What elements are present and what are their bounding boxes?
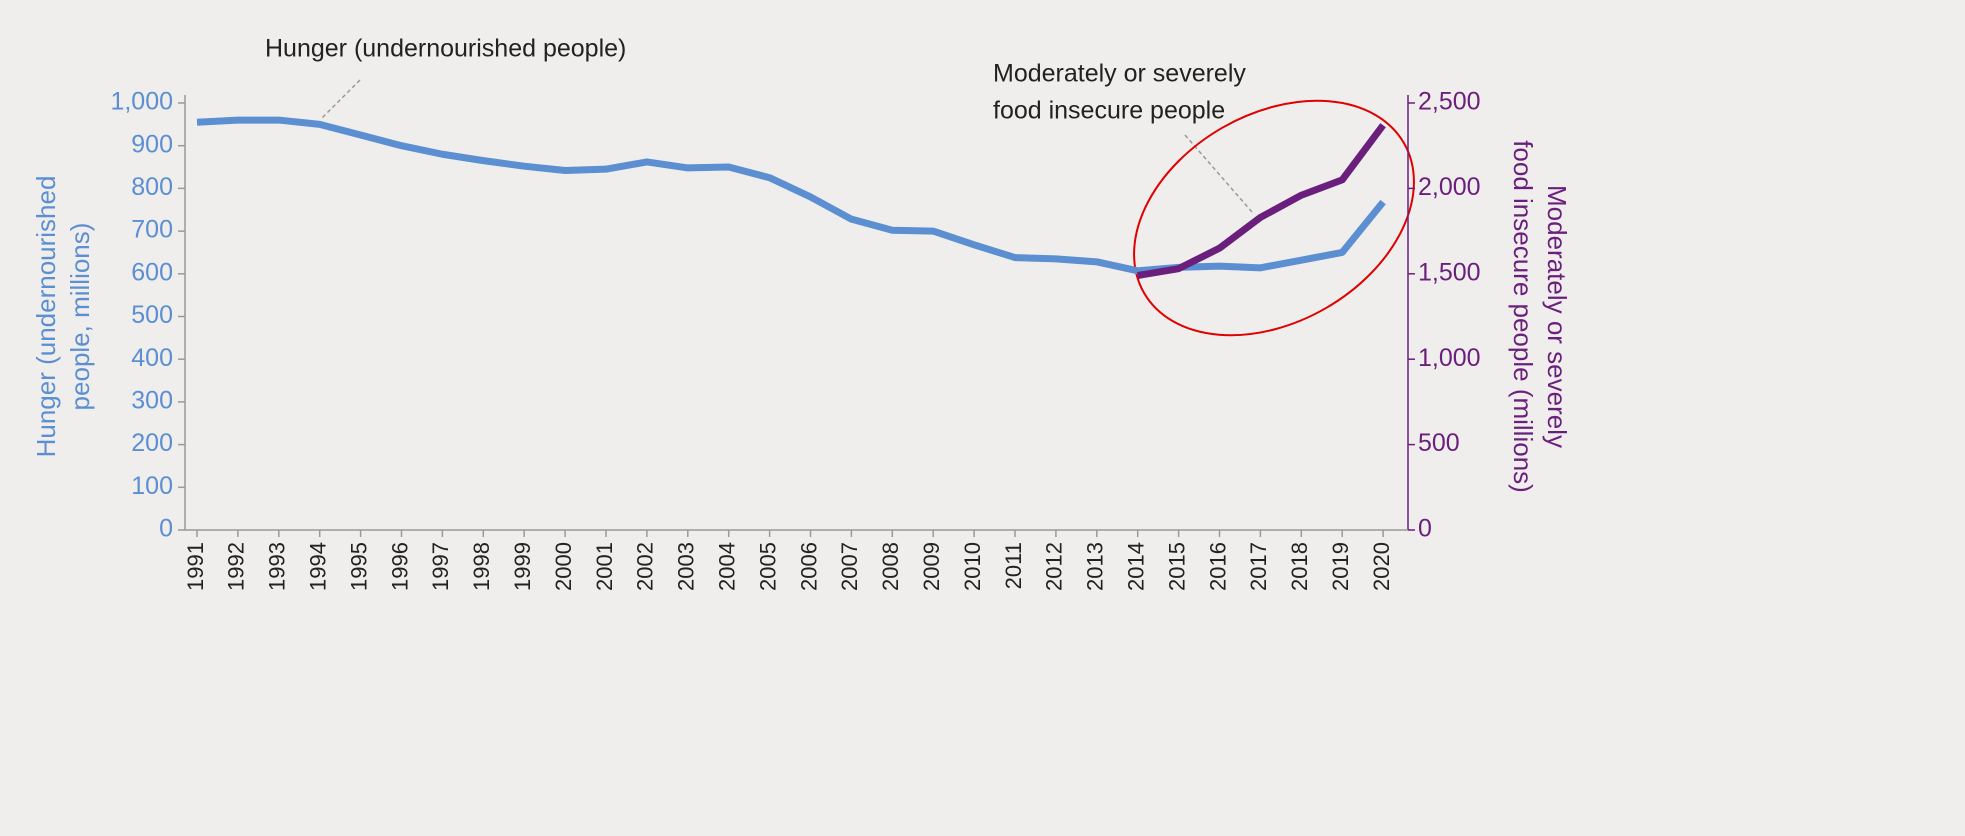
x-tick-label: 1991 (183, 542, 208, 591)
x-tick-label: 2020 (1369, 542, 1394, 591)
x-tick-label: 2016 (1205, 542, 1230, 591)
x-tick-label: 1995 (346, 542, 371, 591)
y-tick-label: 300 (131, 387, 173, 415)
x-tick-label: 2018 (1287, 542, 1312, 591)
x-tick-label: 1998 (469, 542, 494, 591)
x-tick-label: 2012 (1042, 542, 1067, 591)
y2-tick-label: 500 (1418, 429, 1460, 457)
x-tick-label: 2007 (837, 542, 862, 591)
y-tick-label: 600 (131, 258, 173, 286)
x-tick-label: 2000 (551, 542, 576, 591)
y-tick-label: 100 (131, 472, 173, 500)
y-tick-label: 700 (131, 216, 173, 244)
x-tick-label: 2019 (1328, 542, 1353, 591)
y2-axis-title: Moderately or severely (1542, 185, 1572, 448)
y2-tick-label: 2,500 (1418, 88, 1481, 116)
x-tick-label: 1999 (510, 542, 535, 591)
y-tick-label: 0 (159, 515, 173, 543)
y-tick-label: 1,000 (110, 88, 173, 116)
x-tick-label: 2001 (592, 542, 617, 591)
x-tick-label: 1996 (387, 542, 412, 591)
y-tick-label: 800 (131, 173, 173, 201)
series-label: Hunger (undernourished people) (265, 35, 626, 63)
x-tick-label: 2014 (1124, 542, 1149, 591)
y-tick-label: 500 (131, 301, 173, 329)
x-tick-label: 2004 (715, 542, 740, 591)
y-tick-label: 200 (131, 429, 173, 457)
y2-tick-label: 1,500 (1418, 258, 1481, 286)
series-label: Moderately or severely (993, 60, 1246, 88)
x-tick-label: 2010 (960, 542, 985, 591)
y-axis-title: people, millions) (65, 223, 95, 411)
series-label: food insecure people (993, 97, 1225, 125)
x-tick-label: 1993 (265, 542, 290, 591)
y-tick-label: 400 (131, 344, 173, 372)
x-tick-label: 2015 (1164, 542, 1189, 591)
leader-line (321, 79, 361, 119)
x-tick-label: 2006 (796, 542, 821, 591)
x-tick-label: 2013 (1083, 542, 1108, 591)
leader-line (1184, 134, 1253, 213)
x-tick-label: 2009 (919, 542, 944, 591)
y-tick-label: 900 (131, 130, 173, 158)
highlight-ellipse (1133, 99, 1415, 337)
y-axis-title: Hunger (undernourished (31, 176, 61, 458)
y2-tick-label: 2,000 (1418, 173, 1481, 201)
x-tick-label: 2008 (878, 542, 903, 591)
x-tick-label: 2003 (674, 542, 699, 591)
x-tick-label: 1994 (306, 542, 331, 591)
x-tick-label: 2005 (755, 542, 780, 591)
y2-axis-title: food insecure people (millions) (1508, 140, 1538, 493)
y2-tick-label: 1,000 (1418, 344, 1481, 372)
x-tick-label: 2002 (633, 542, 658, 591)
x-tick-label: 2017 (1246, 542, 1271, 591)
x-tick-label: 1997 (428, 542, 453, 591)
series-line (1137, 123, 1386, 279)
x-tick-label: 2011 (1001, 542, 1026, 589)
y2-tick-label: 0 (1418, 515, 1432, 543)
x-tick-label: 1992 (224, 542, 249, 591)
